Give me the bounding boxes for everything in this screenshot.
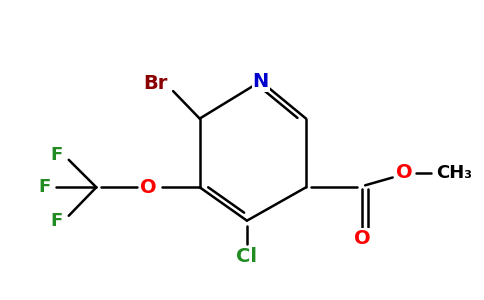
Text: F: F <box>38 178 50 196</box>
Text: F: F <box>51 212 63 230</box>
Text: O: O <box>354 229 370 248</box>
Text: Br: Br <box>143 74 167 93</box>
Text: F: F <box>51 146 63 164</box>
Text: CH₃: CH₃ <box>436 164 472 181</box>
Text: O: O <box>140 178 157 197</box>
Text: O: O <box>396 163 413 182</box>
Text: N: N <box>253 72 269 91</box>
Text: Cl: Cl <box>237 247 257 266</box>
